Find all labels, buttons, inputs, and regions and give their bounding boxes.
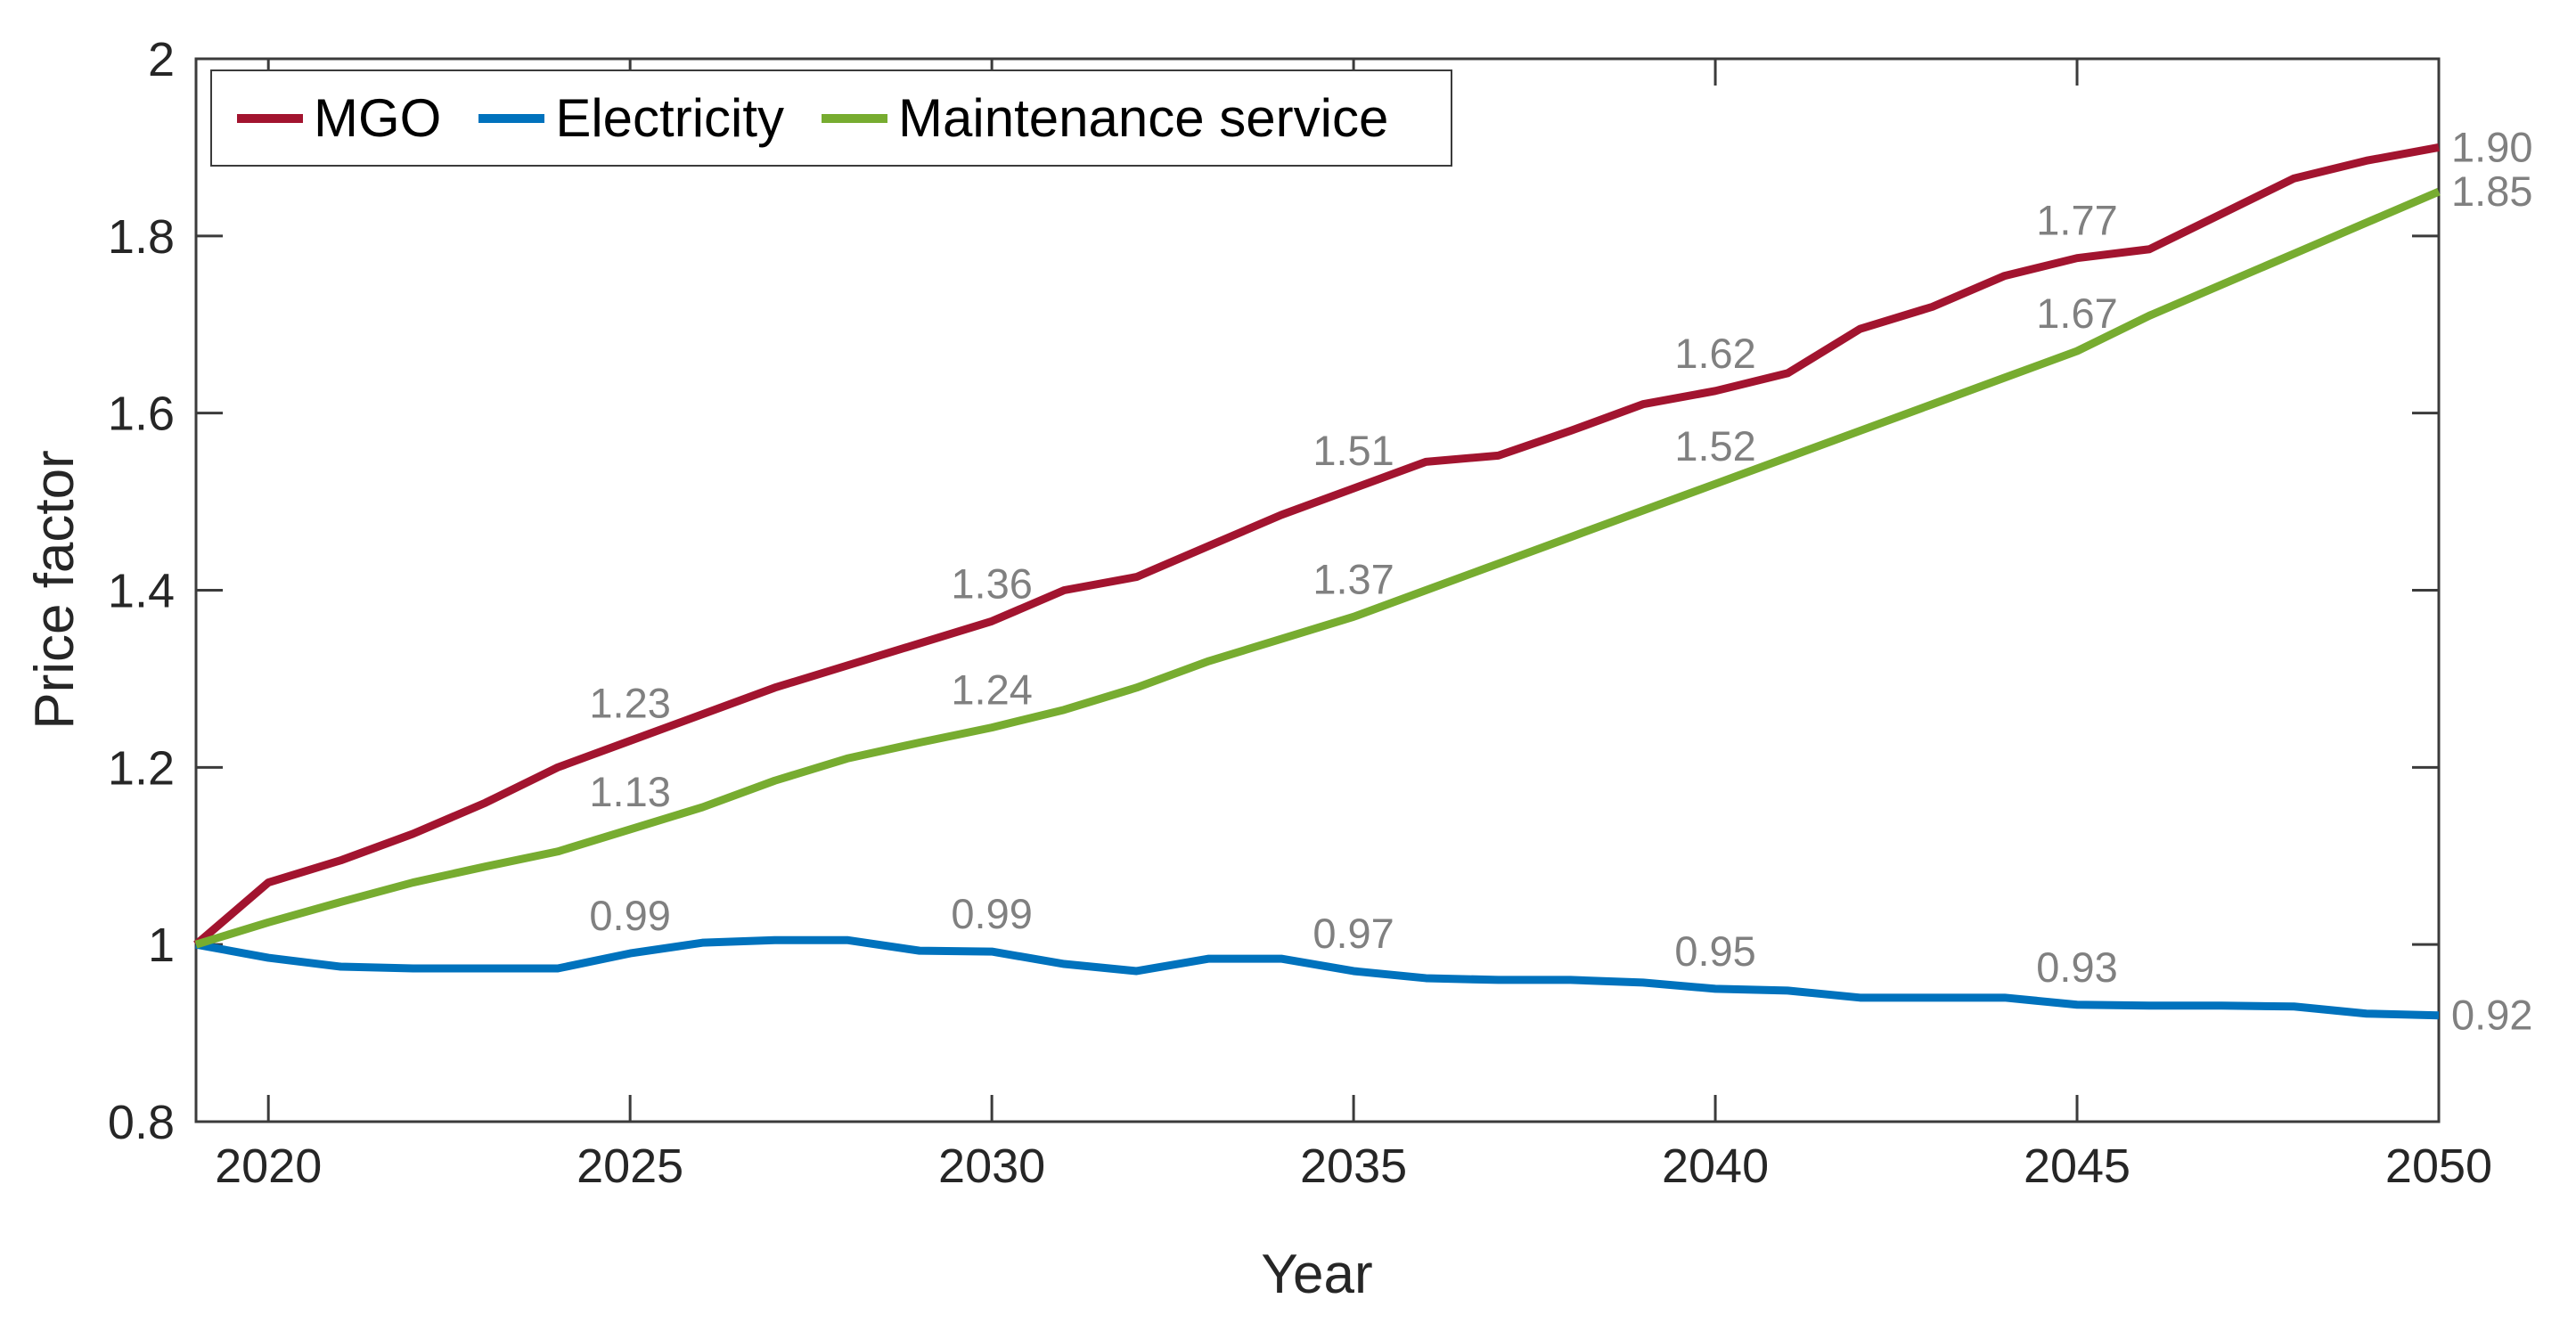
data-label-mgo: 1.77	[2036, 197, 2117, 244]
legend-line-swatch-electricity	[478, 113, 545, 123]
y-tick-label: 1.2	[108, 741, 175, 795]
end-label-mgo: 1.90	[2451, 123, 2532, 170]
y-tick-label: 1	[148, 919, 175, 972]
x-tick-label: 2040	[1662, 1139, 1769, 1193]
x-tick-label: 2020	[215, 1139, 322, 1193]
series-line-electricity	[195, 935, 2440, 1020]
x-tick-label: 2030	[938, 1139, 1045, 1193]
data-label-mgo: 1.36	[951, 559, 1032, 607]
legend-line-swatch-maintenance	[822, 113, 888, 123]
x-tick-label: 2035	[1300, 1139, 1407, 1193]
data-label-maintenance-service: 1.24	[951, 666, 1032, 714]
data-label-mgo: 1.51	[1313, 427, 1394, 474]
data-label-electricity: 0.97	[1313, 910, 1394, 957]
legend-label: MGO	[314, 87, 442, 148]
data-label-electricity: 0.93	[2036, 943, 2117, 991]
end-label-electricity: 0.92	[2451, 992, 2532, 1039]
data-label-maintenance-service: 1.67	[2036, 290, 2117, 337]
data-label-maintenance-service: 1.52	[1674, 422, 1755, 470]
y-tick-label: 0.8	[108, 1096, 175, 1149]
y-tick-label: 1.6	[108, 388, 175, 441]
x-tick-label: 2050	[2385, 1139, 2492, 1193]
legend-label: Maintenance service	[898, 87, 1389, 148]
legend-item-electricity: Electricity	[478, 87, 785, 148]
x-tick-label: 2025	[577, 1139, 683, 1193]
data-label-electricity: 0.99	[951, 890, 1032, 937]
end-label-maintenance-service: 1.85	[2451, 167, 2532, 215]
data-label-mgo: 1.23	[589, 680, 670, 727]
data-label-maintenance-service: 1.37	[1313, 555, 1394, 602]
data-label-electricity: 0.99	[589, 892, 670, 939]
data-label-electricity: 0.95	[1674, 927, 1755, 975]
data-label-maintenance-service: 1.13	[589, 768, 670, 815]
legend-line-swatch-mgo	[237, 113, 303, 123]
x-axis-label: Year	[1261, 1244, 1373, 1305]
data-label-mgo: 1.62	[1674, 330, 1755, 377]
y-tick-label: 1.4	[108, 565, 175, 618]
y-tick-label: 1.8	[108, 210, 175, 264]
legend: MGO Electricity Maintenance service	[210, 69, 1452, 167]
legend-item-mgo: MGO	[237, 87, 442, 148]
legend-label: Electricity	[555, 87, 785, 148]
series-line-maintenance-service	[194, 187, 2441, 949]
legend-item-maintenance: Maintenance service	[822, 87, 1389, 148]
y-axis-label: Price factor	[24, 450, 86, 730]
x-tick-label: 2045	[2024, 1139, 2130, 1193]
y-tick-label: 2	[148, 33, 175, 86]
series-line-mgo	[193, 143, 2440, 948]
